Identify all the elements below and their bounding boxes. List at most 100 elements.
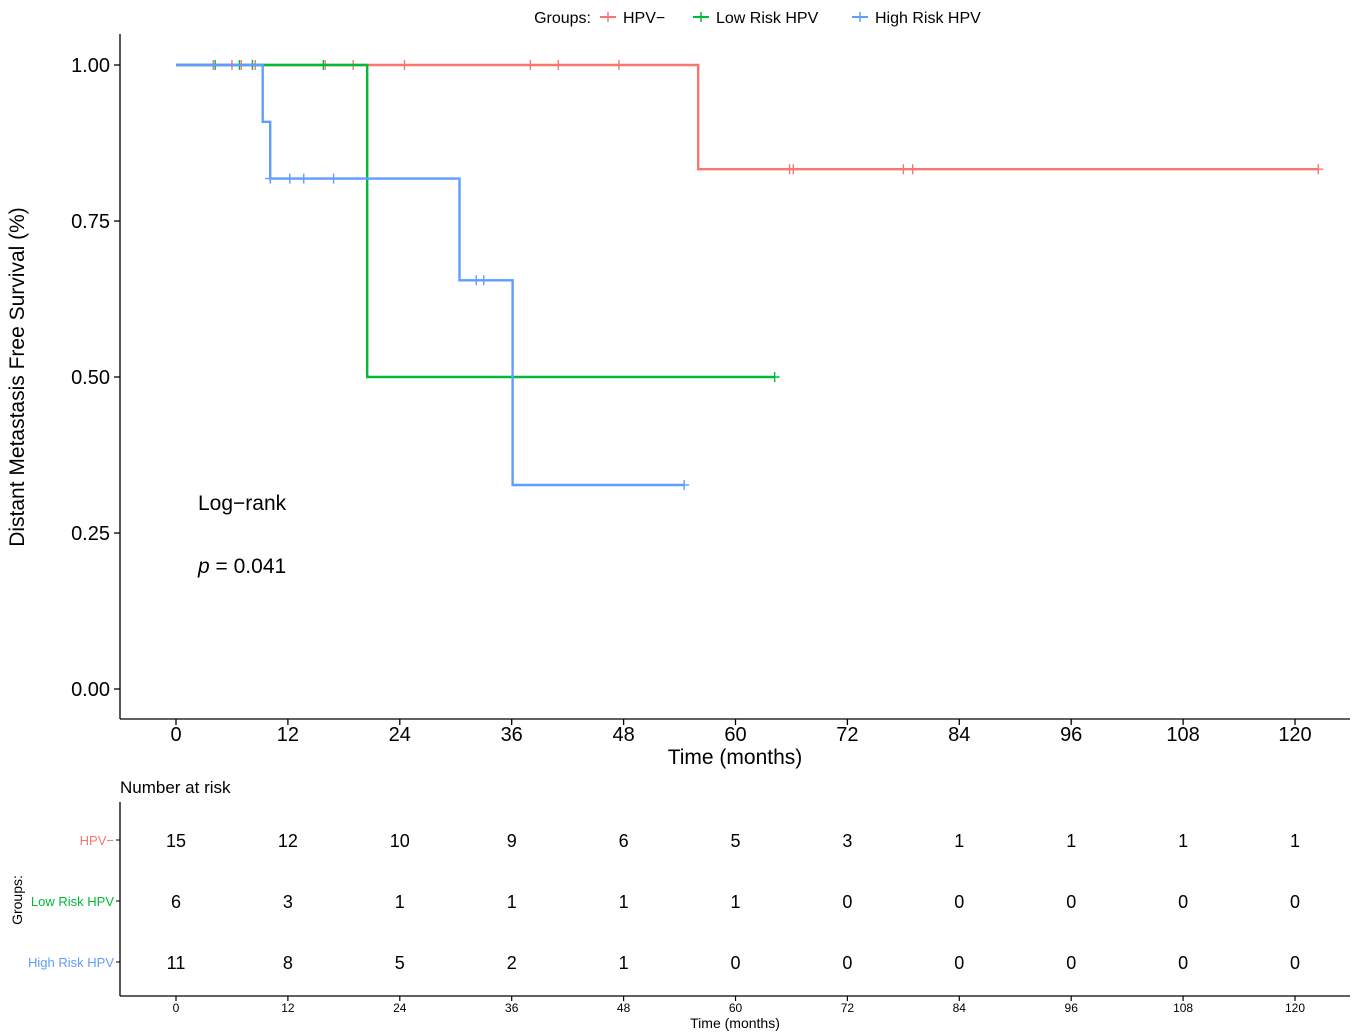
risk-x-tick-label: 0 xyxy=(173,1001,180,1015)
risk-value: 0 xyxy=(842,953,852,973)
logrank-label: Log−rank xyxy=(198,492,287,515)
risk-row-label: HPV− xyxy=(80,833,114,848)
low-risk-hpv-censor-mark xyxy=(318,60,329,70)
x-tick-label: 24 xyxy=(389,724,411,746)
hpv-negative-censor-mark xyxy=(613,60,624,70)
risk-value: 11 xyxy=(167,953,186,973)
legend-title: Groups: xyxy=(534,10,591,27)
high-risk-hpv-censor-mark xyxy=(679,479,690,490)
hpv-negative-curve xyxy=(176,63,1319,171)
risk-x-tick-label: 108 xyxy=(1173,1001,1193,1015)
risk-value: 1 xyxy=(1178,831,1188,851)
risk-value: 0 xyxy=(842,892,852,912)
risk-x-tick-label: 60 xyxy=(729,1001,743,1015)
plot-area: 0.00 0.25 0.50 0.75 1.00 0 12 24 36 48 60 72 84 96 10… xyxy=(6,34,1350,769)
legend-item-label: Low Risk HPV xyxy=(716,10,819,27)
p-symbol: p xyxy=(197,555,210,578)
risk-table-title: Number at risk xyxy=(120,778,231,797)
x-tick-label: 36 xyxy=(501,724,523,746)
risk-value: 1 xyxy=(954,831,964,851)
risk-value: 8 xyxy=(283,953,293,973)
hpv-negative-censor-mark xyxy=(898,164,909,175)
y-tick-label: 0.75 xyxy=(71,211,110,233)
risk-value: 0 xyxy=(1178,892,1188,912)
low-risk-hpv-curve xyxy=(176,63,775,379)
risk-value: 6 xyxy=(619,831,629,851)
risk-value: 5 xyxy=(730,831,740,851)
risk-value: 0 xyxy=(1066,953,1076,973)
legend-item-label: High Risk HPV xyxy=(875,10,981,27)
legend: Groups: HPV− Low Risk HPV High Risk HPV xyxy=(534,10,981,27)
risk-value: 3 xyxy=(283,892,293,912)
risk-value: 0 xyxy=(1178,953,1188,973)
risk-value: 0 xyxy=(730,953,740,973)
risk-value: 0 xyxy=(1290,892,1300,912)
y-tick-label: 0.25 xyxy=(71,523,110,545)
risk-row-label: Low Risk HPV xyxy=(31,894,114,909)
risk-value: 1 xyxy=(507,892,517,912)
high-risk-hpv-censor-mark xyxy=(328,173,339,184)
high-risk-hpv-censor-mark xyxy=(284,173,295,184)
high-risk-hpv-censor-mark xyxy=(298,173,309,184)
risk-value: 0 xyxy=(954,953,964,973)
x-tick-label: 72 xyxy=(836,724,858,746)
risk-value: 12 xyxy=(278,831,298,851)
risk-value: 0 xyxy=(1290,953,1300,973)
risk-value: 1 xyxy=(1290,831,1300,851)
x-tick-label: 0 xyxy=(170,724,181,746)
legend-item-label: HPV− xyxy=(623,10,665,27)
risk-row-label: High Risk HPV xyxy=(28,955,114,970)
hpv-negative-censor-mark xyxy=(525,60,536,70)
high-risk-hpv-censor-mark xyxy=(478,275,489,286)
high-risk-hpv-censor-mark xyxy=(265,173,276,184)
risk-x-tick-label: 84 xyxy=(953,1001,967,1015)
risk-value: 1 xyxy=(619,953,629,973)
logrank-annotation: Log−rank p = 0.041 xyxy=(197,492,287,578)
high-risk-hpv-curve xyxy=(176,63,685,487)
risk-value: 10 xyxy=(390,831,410,851)
risk-x-tick-label: 12 xyxy=(281,1001,295,1015)
risk-x-tick-label: 24 xyxy=(393,1001,407,1015)
risk-table: Number at risk Groups: HPV− 15 12 10 9 6 5 3 1 1 1… xyxy=(9,778,1350,1031)
risk-value: 1 xyxy=(395,892,405,912)
risk-value: 2 xyxy=(507,953,517,973)
y-tick-label: 0.50 xyxy=(71,367,110,389)
x-tick-label: 96 xyxy=(1060,724,1082,746)
low-risk-hpv-censor-mark xyxy=(769,372,780,382)
hpv-negative-censor-mark xyxy=(1313,164,1324,175)
risk-value: 0 xyxy=(954,892,964,912)
hpv-negative-censor-mark xyxy=(907,164,918,175)
x-tick-label: 108 xyxy=(1166,724,1199,746)
risk-x-axis-title: Time (months) xyxy=(690,1015,780,1031)
risk-x-tick-label: 120 xyxy=(1285,1001,1305,1015)
x-tick-label: 84 xyxy=(948,724,970,746)
p-value-label: p = 0.041 xyxy=(197,555,286,578)
hpv-negative-censor-mark xyxy=(788,164,799,175)
hpv-negative-censor-mark xyxy=(553,60,564,70)
y-tick-label: 0.00 xyxy=(71,679,110,701)
risk-value: 6 xyxy=(171,892,181,912)
x-tick-label: 120 xyxy=(1278,724,1311,746)
x-axis-title: Time (months) xyxy=(668,746,803,769)
risk-x-tick-label: 36 xyxy=(505,1001,519,1015)
risk-value: 0 xyxy=(1066,892,1076,912)
risk-value: 1 xyxy=(1066,831,1076,851)
hpv-negative-censor-mark xyxy=(399,60,410,70)
risk-value: 9 xyxy=(507,831,517,851)
x-tick-label: 48 xyxy=(612,724,634,746)
y-axis-title: Distant Metastasis Free Survival (%) xyxy=(6,207,29,547)
risk-value: 3 xyxy=(842,831,852,851)
risk-value: 15 xyxy=(166,831,186,851)
y-tick-label: 1.00 xyxy=(71,55,110,77)
risk-x-tick-label: 72 xyxy=(841,1001,855,1015)
risk-x-tick-label: 48 xyxy=(617,1001,631,1015)
p-value: = 0.041 xyxy=(210,555,286,578)
x-tick-label: 60 xyxy=(724,724,746,746)
x-tick-label: 12 xyxy=(277,724,299,746)
risk-groups-label: Groups: xyxy=(9,875,25,925)
risk-value: 5 xyxy=(395,953,405,973)
risk-x-tick-label: 96 xyxy=(1065,1001,1079,1015)
risk-value: 1 xyxy=(619,892,629,912)
risk-value: 1 xyxy=(730,892,740,912)
